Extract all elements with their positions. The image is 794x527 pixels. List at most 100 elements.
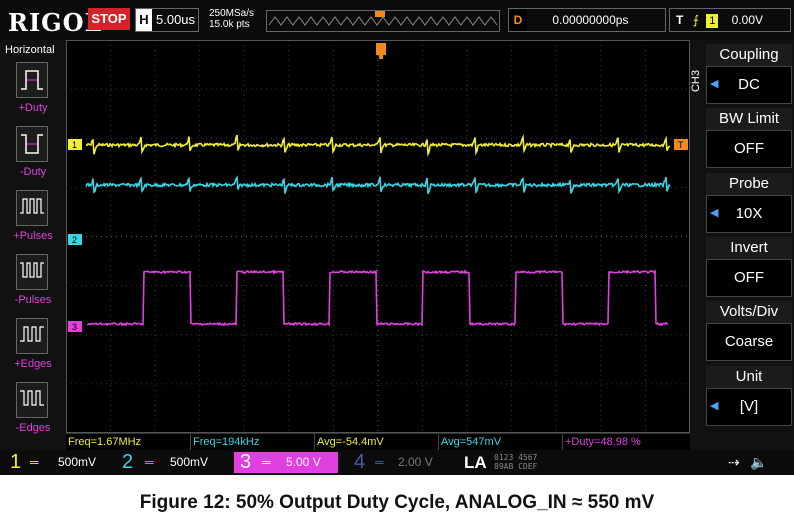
channel-1-scale: 500mV bbox=[58, 455, 97, 469]
setting-value: OFF bbox=[706, 130, 792, 168]
probe-setting[interactable]: Probe 10X ◀ bbox=[706, 173, 792, 235]
dc-coupling-icon: ═ bbox=[30, 455, 39, 469]
channel-2-number[interactable]: 2 bbox=[122, 451, 134, 473]
channel-4-scale: 2.00 V bbox=[398, 455, 433, 469]
negative-duty-icon bbox=[16, 126, 48, 162]
setting-name: Coupling bbox=[706, 44, 792, 66]
svg-text:3: 3 bbox=[72, 322, 77, 332]
menu-item-label: -Duty bbox=[19, 166, 47, 178]
delay-letter: D bbox=[509, 9, 527, 31]
menu-item-label: -Pulses bbox=[14, 294, 52, 306]
dc-coupling-icon: ═ bbox=[375, 455, 384, 469]
figure-caption: Figure 12: 50% Output Duty Cycle, ANALOG… bbox=[139, 492, 655, 513]
speaker-muted-icon[interactable]: 🔈 bbox=[750, 454, 768, 470]
trigger-position-marker bbox=[376, 43, 386, 59]
trigger-edge-icon: ⨍ bbox=[692, 13, 699, 27]
unit-setting[interactable]: Unit [V] ◀ bbox=[706, 366, 792, 428]
menu-item-negative-edges[interactable]: -Edges bbox=[2, 382, 64, 442]
setting-value: Coarse bbox=[706, 323, 792, 361]
menu-item-label: +Edges bbox=[14, 358, 52, 370]
positive-edges-icon bbox=[16, 318, 48, 354]
timebase-value: 5.00us bbox=[156, 12, 196, 27]
measurement-readout: Freq=1.67MHz Freq=194kHz Avg=-54.4mV Avg… bbox=[66, 433, 690, 451]
horizontal-measure-menu: Horizontal +Duty -Duty +Pulses -Pulses bbox=[0, 40, 66, 450]
dc-coupling-icon: ═ bbox=[262, 455, 271, 469]
menu-item-negative-duty[interactable]: -Duty bbox=[2, 126, 64, 186]
measurement-ch3-duty: +Duty=48.98 % bbox=[562, 434, 689, 451]
channel-label: CH3 bbox=[690, 70, 702, 93]
negative-edges-icon bbox=[16, 382, 48, 418]
channel-1-marker: 1 bbox=[68, 139, 82, 150]
channel-bar: 1 ═ 500mV 2 ═ 500mV 3 ═ 5.00 V 4 ═ 2.00 … bbox=[0, 450, 794, 475]
menu-item-label: -Edges bbox=[15, 422, 51, 434]
menu-item-positive-edges[interactable]: +Edges bbox=[2, 318, 64, 378]
run-stop-indicator[interactable]: STOP bbox=[88, 8, 130, 30]
measurement-ch2-avg: Avg=547mV bbox=[438, 434, 563, 451]
setting-name: Invert bbox=[706, 237, 792, 259]
trigger-letter: T bbox=[676, 13, 684, 27]
negative-pulses-icon bbox=[16, 254, 48, 290]
channel-2-trace bbox=[85, 175, 671, 195]
graticule bbox=[66, 40, 690, 433]
channel-3-scale: 5.00 V bbox=[286, 455, 321, 469]
delay-value: 0.00000000ps bbox=[552, 13, 629, 27]
logic-analyzer-channels: 0123 4567 89AB CDEF bbox=[494, 453, 538, 471]
positive-pulses-icon bbox=[16, 190, 48, 226]
setting-name: BW Limit bbox=[706, 108, 792, 130]
trigger-level-marker: T bbox=[674, 139, 688, 150]
channel-3-active-box[interactable] bbox=[234, 452, 338, 473]
timebase-box[interactable]: H 5.00us bbox=[135, 8, 199, 32]
brand-logo: RIGOL bbox=[8, 8, 103, 37]
menu-item-label: +Duty bbox=[18, 102, 48, 114]
channel-1-number[interactable]: 1 bbox=[10, 451, 22, 473]
channel-2-marker: 2 bbox=[68, 234, 82, 245]
setting-name: Unit bbox=[706, 366, 792, 388]
waveform-display[interactable]: 1 2 3 T bbox=[66, 40, 690, 433]
memory-depth: 15.0k pts bbox=[209, 19, 250, 30]
setting-value: [V] bbox=[706, 388, 792, 426]
channel-2-scale: 500mV bbox=[170, 455, 209, 469]
coupling-setting[interactable]: Coupling DC ◀ bbox=[706, 44, 792, 106]
channel-3-marker: 3 bbox=[68, 321, 82, 332]
channel-1-trace bbox=[85, 134, 671, 157]
status-bar: RIGOL STOP H 5.00us 250MSa/s 15.0k pts D … bbox=[0, 0, 794, 40]
volts-div-setting[interactable]: Volts/Div Coarse bbox=[706, 301, 792, 363]
setting-name: Volts/Div bbox=[706, 301, 792, 323]
trigger-source: 1 bbox=[706, 14, 719, 28]
bw-limit-setting[interactable]: BW Limit OFF bbox=[706, 108, 792, 170]
setting-value: OFF bbox=[706, 259, 792, 297]
measurement-ch2-freq: Freq=194kHz bbox=[190, 434, 315, 451]
invert-setting[interactable]: Invert OFF bbox=[706, 237, 792, 299]
left-arrow-icon: ◀ bbox=[710, 78, 719, 90]
measurement-ch1-freq: Freq=1.67MHz bbox=[68, 436, 142, 448]
svg-text:T: T bbox=[678, 140, 684, 150]
channel-settings-menu: CH3 Coupling DC ◀ BW Limit OFF Probe 10X… bbox=[690, 40, 794, 450]
dc-coupling-icon: ═ bbox=[145, 455, 154, 469]
sample-rate: 250MSa/s bbox=[209, 8, 255, 19]
timebase-letter: H bbox=[136, 9, 152, 31]
setting-name: Probe bbox=[706, 173, 792, 195]
menu-item-positive-pulses[interactable]: +Pulses bbox=[2, 190, 64, 250]
acquisition-info: 250MSa/s 15.0k pts bbox=[209, 8, 254, 30]
left-arrow-icon: ◀ bbox=[710, 400, 719, 412]
logic-analyzer-label[interactable]: LA bbox=[464, 453, 487, 472]
trigger-position-strip bbox=[266, 10, 500, 32]
delay-box[interactable]: D 0.00000000ps bbox=[508, 8, 666, 32]
usb-icon: ⇢ bbox=[728, 454, 740, 470]
measurement-ch1-avg: Avg=-54.4mV bbox=[314, 434, 439, 451]
channel-3-number: 3 bbox=[240, 451, 252, 473]
menu-title: Horizontal bbox=[5, 44, 55, 56]
menu-item-positive-duty[interactable]: +Duty bbox=[2, 62, 64, 122]
setting-value: DC bbox=[706, 66, 792, 104]
channel-3-trace bbox=[87, 269, 669, 327]
trigger-level: 0.00V bbox=[731, 13, 763, 27]
left-arrow-icon: ◀ bbox=[710, 207, 719, 219]
menu-item-negative-pulses[interactable]: -Pulses bbox=[2, 254, 64, 314]
trigger-box[interactable]: T ⨍ 1 0.00V bbox=[669, 8, 791, 32]
menu-item-label: +Pulses bbox=[13, 230, 53, 242]
setting-value: 10X bbox=[706, 195, 792, 233]
positive-duty-icon bbox=[16, 62, 48, 98]
channel-4-number[interactable]: 4 bbox=[354, 451, 366, 473]
oscilloscope-screen: RIGOL STOP H 5.00us 250MSa/s 15.0k pts D … bbox=[0, 0, 794, 475]
svg-text:1: 1 bbox=[72, 140, 77, 150]
